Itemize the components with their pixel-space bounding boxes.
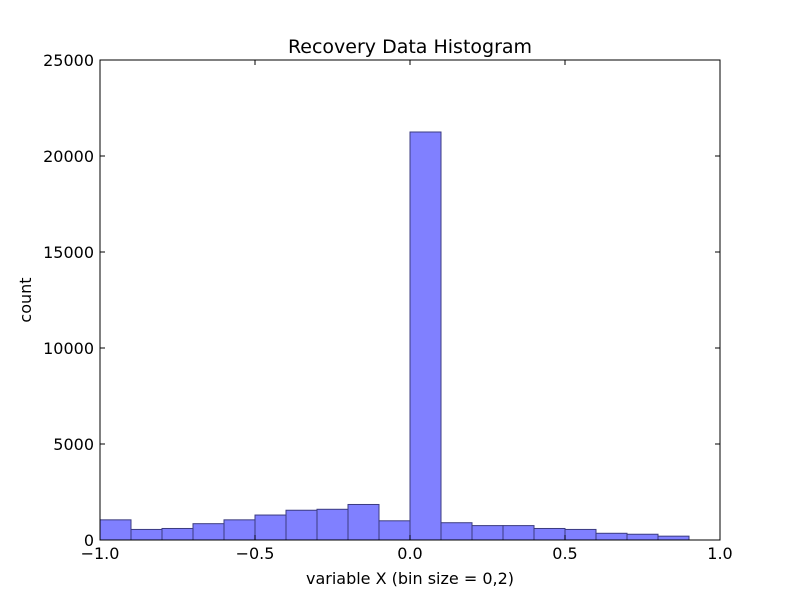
x-tick-label-4: 1.0 bbox=[707, 544, 732, 563]
histogram-bar-4 bbox=[223, 519, 256, 541]
y-tick-label-0: 0 bbox=[84, 531, 94, 550]
y-tick-label-5: 25000 bbox=[43, 51, 94, 70]
x-tick-label-0: −1.0 bbox=[81, 544, 120, 563]
histogram-bar-12 bbox=[471, 525, 504, 541]
y-tick-label-3: 15000 bbox=[43, 243, 94, 262]
x-axis-ticks: −1.0 −0.5 0.0 0.5 1.0 bbox=[81, 60, 733, 563]
y-tick-label-2: 10000 bbox=[43, 339, 94, 358]
histogram-bar-15 bbox=[564, 528, 597, 541]
y-axis-ticks: 0 5000 10000 15000 20000 25000 bbox=[43, 51, 720, 550]
y-tick-label-4: 20000 bbox=[43, 147, 94, 166]
histogram-bar-0 bbox=[99, 519, 132, 541]
x-axis-label: variable X (bin size = 0,2) bbox=[306, 569, 514, 588]
histogram-bar-16 bbox=[595, 532, 628, 541]
histogram-bar-8 bbox=[347, 503, 380, 541]
histogram-bar-5 bbox=[254, 514, 287, 541]
histogram-bar-14 bbox=[533, 527, 566, 541]
y-axis-label: count bbox=[16, 277, 35, 322]
histogram-bar-2 bbox=[161, 527, 194, 541]
histogram-bar-17 bbox=[626, 533, 659, 541]
histogram-bar-1 bbox=[130, 528, 163, 541]
histogram-bar-18 bbox=[657, 535, 690, 541]
y-tick-label-1: 5000 bbox=[53, 435, 94, 454]
x-tick-label-1: −0.5 bbox=[236, 544, 275, 563]
histogram-bar-3 bbox=[192, 523, 225, 541]
x-tick-label-3: 0.5 bbox=[552, 544, 577, 563]
histogram-bar-7 bbox=[316, 508, 349, 541]
x-tick-label-2: 0.0 bbox=[397, 544, 422, 563]
histogram-bar-11 bbox=[440, 522, 473, 541]
histogram-bar-9 bbox=[378, 520, 411, 541]
chart-title: Recovery Data Histogram bbox=[288, 36, 532, 58]
histogram-bar-13 bbox=[502, 525, 535, 541]
histogram-bar-10 bbox=[409, 131, 442, 541]
histogram-bars bbox=[99, 131, 690, 541]
histogram-bar-6 bbox=[285, 509, 318, 541]
